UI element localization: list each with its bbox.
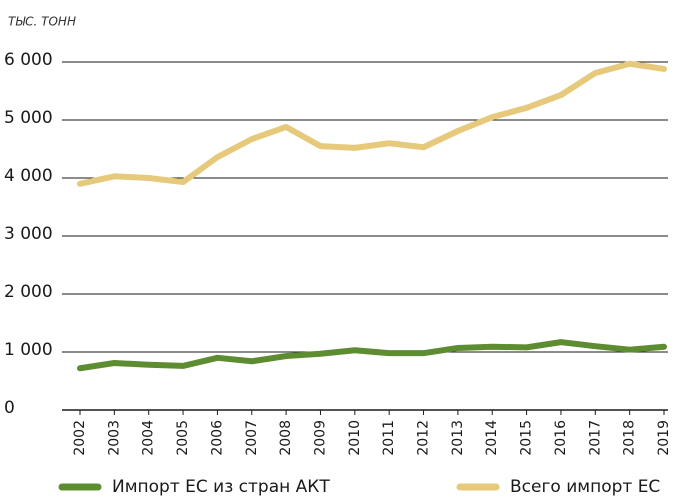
y-axis-label: ТЫС. ТОНН bbox=[8, 15, 76, 29]
legend-label: Всего импорт ЕС bbox=[510, 477, 660, 497]
x-tick-label: 2014 bbox=[484, 420, 500, 456]
x-tick-label: 2009 bbox=[312, 420, 328, 456]
x-tick-label: 2016 bbox=[553, 420, 569, 456]
y-tick-label: 0 bbox=[4, 398, 15, 418]
series-line bbox=[77, 339, 667, 372]
x-tick-label: 2018 bbox=[622, 420, 638, 456]
x-tick-label: 2011 bbox=[381, 420, 397, 456]
series-line bbox=[77, 60, 667, 187]
x-tick-label: 2012 bbox=[416, 420, 432, 456]
y-tick-label: 1 000 bbox=[4, 340, 53, 360]
x-tick-label: 2002 bbox=[72, 420, 88, 456]
x-tick-label: 2006 bbox=[209, 420, 225, 456]
legend-label: Импорт ЕС из стран АКТ bbox=[112, 477, 330, 497]
y-tick-label: 5 000 bbox=[4, 108, 53, 128]
x-tick-label: 2003 bbox=[106, 420, 122, 456]
x-tick-label: 2005 bbox=[175, 420, 191, 456]
y-tick-label: 4 000 bbox=[4, 166, 53, 186]
x-tick-label: 2013 bbox=[450, 420, 466, 456]
x-tick-label: 2017 bbox=[587, 420, 603, 456]
y-tick-label: 6 000 bbox=[4, 50, 53, 70]
x-tick-label: 2008 bbox=[278, 420, 294, 456]
y-tick-label: 2 000 bbox=[4, 282, 53, 302]
y-tick-label: 3 000 bbox=[4, 224, 53, 244]
x-tick-label: 2019 bbox=[656, 420, 672, 456]
x-tick-label: 2010 bbox=[347, 420, 363, 456]
x-tick-label: 2004 bbox=[141, 420, 157, 456]
x-tick-label: 2015 bbox=[519, 420, 535, 456]
x-tick-label: 2007 bbox=[244, 420, 260, 456]
